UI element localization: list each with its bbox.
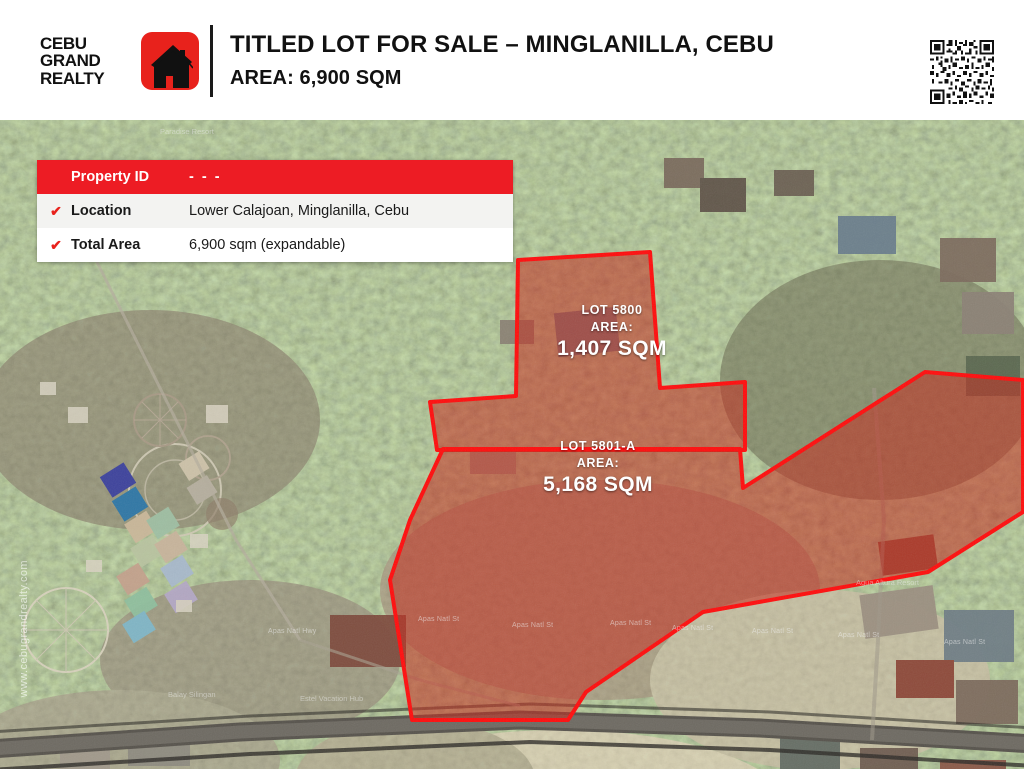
road-label: Apas Natl St [672,625,714,632]
road-label: Apas Natl St [838,632,880,639]
website-watermark: www.cebugrandrealty.com [18,560,30,698]
lot-5801-a-area-label: AREA: [576,456,620,470]
total-area-value: 6,900 sqm (expandable) [189,237,346,253]
place-label: Estel Vacation Hub [300,694,364,703]
road-label: Apas Natl St [418,616,460,623]
map-imagery [0,120,1024,769]
company-logo[interactable]: CEBU GRAND REALTY [40,28,200,94]
logo-wordmark: CEBU GRAND REALTY [40,35,136,88]
total-area-row: ✔ Total Area 6,900 sqm (expandable) [37,228,513,262]
road-label: Apas Natl St [512,622,554,629]
place-label: Paradise Resort [160,127,214,136]
logo-line-3: REALTY [40,68,105,88]
qr-code-icon[interactable] [928,38,996,106]
lot-5800-name: LOT 5800 [581,303,643,317]
place-label: Balay Silingan [168,690,216,699]
place-label: Agua Altura Resort [856,578,919,587]
property-info-panel: Property ID - - - ✔ Location Lower Calaj… [37,160,513,262]
lot-5800-area-label: AREA: [590,320,634,334]
lot-5801-a-area-value: 5,168 SQM [543,473,653,496]
road-label: Apas Natl St [610,620,652,627]
lot-5800-area-value: 1,407 SQM [557,337,667,360]
road-label: Apas Natl St [752,628,794,635]
header-text-block: TITLED LOT FOR SALE – MINGLANILLA, CEBU … [230,30,774,92]
page-subtitle: AREA: 6,900 SQM [230,67,402,89]
house-icon [151,45,193,88]
property-id-row: Property ID - - - [37,160,513,194]
check-icon: ✔ [50,202,62,219]
road-label: Apas Natl St [944,639,986,646]
check-icon: ✔ [50,236,62,253]
property-id-label: Property ID [71,169,150,185]
road-label: Apas Natl Hwy [268,628,317,635]
page-title: TITLED LOT FOR SALE – MINGLANILLA, CEBU [230,31,774,58]
logo-badge [141,32,199,90]
lot-5801-a-label: LOT 5801-A AREA: 5,168 SQM [498,438,698,497]
location-row: ✔ Location Lower Calajoan, Minglanilla, … [37,194,513,228]
location-label: Location [71,203,132,219]
lot-5800-label: LOT 5800 AREA: 1,407 SQM [522,302,702,361]
total-area-label: Total Area [71,237,141,253]
logo-line-2: GRAND [40,51,101,71]
logo-line-1: CEBU [40,33,87,53]
header-divider [210,25,213,97]
header-bar: CEBU GRAND REALTY TITLED LOT FOR SALE – … [0,0,1024,120]
lot-5801-a-name: LOT 5801-A [560,439,636,453]
location-value: Lower Calajoan, Minglanilla, Cebu [189,203,410,219]
property-id-value: - - - [189,169,222,185]
